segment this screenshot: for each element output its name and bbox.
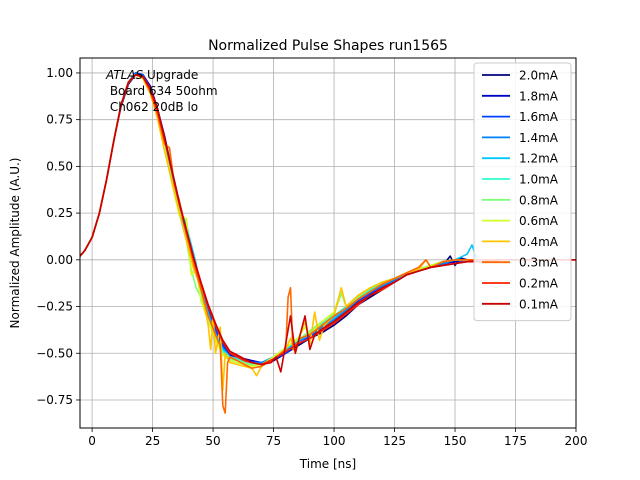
legend-label: 0.8mA	[519, 193, 559, 207]
legend-label: 1.2mA	[519, 152, 559, 166]
legend-label: 1.0mA	[519, 173, 559, 187]
y-tick-label: 0.00	[46, 253, 73, 267]
legend-label: 0.2mA	[519, 277, 559, 291]
y-tick-label: 0.25	[46, 206, 73, 220]
y-axis: −0.75 −0.50 −0.25 0.00 0.25 0.50 0.75 1.00	[36, 66, 80, 407]
x-tick-label: 0	[88, 434, 96, 448]
annotation-atlas: ATLAS	[105, 68, 144, 82]
x-tick-label: 50	[205, 434, 220, 448]
annotation-line-1: ATLAS Upgrade	[105, 68, 198, 82]
legend-label: 0.6mA	[519, 214, 559, 228]
series-line-0-1mA	[80, 74, 576, 373]
y-tick-label: 0.75	[46, 113, 73, 127]
x-tick-label: 100	[323, 434, 346, 448]
series-layer	[80, 72, 576, 414]
legend-label: 1.4mA	[519, 131, 559, 145]
x-axis-label: Time [ns]	[299, 457, 356, 471]
legend-label: 1.6mA	[519, 110, 559, 124]
y-tick-label: −0.50	[36, 346, 73, 360]
legend-box	[473, 62, 572, 322]
annotation-line-2: Board 634 50ohm	[106, 84, 218, 98]
plot-frame	[79, 57, 577, 429]
x-tick-label: 75	[266, 434, 281, 448]
chart-title: Normalized Pulse Shapes run1565	[208, 38, 448, 54]
annotation-line-3: Ch062 20dB lo	[106, 100, 198, 114]
x-tick-label: 150	[444, 434, 467, 448]
legend-label: 1.8mA	[519, 89, 559, 103]
series-line-0-4mA	[80, 74, 480, 392]
legend-label: 0.4mA	[519, 235, 559, 249]
y-tick-label: −0.25	[36, 300, 73, 314]
x-tick-label: 25	[145, 434, 160, 448]
x-tick-label: 125	[383, 434, 406, 448]
y-tick-label: −0.75	[36, 393, 73, 407]
annotation-upgrade: Upgrade	[143, 68, 198, 82]
x-tick-label: 200	[565, 434, 588, 448]
legend: 2.0mA 1.8mA 1.6mA 1.4mA 1.2mA 1.0mA 0.8mA 0.6mA…	[473, 62, 572, 322]
y-tick-label: 1.00	[46, 66, 73, 80]
legend-label: 2.0mA	[519, 69, 559, 83]
legend-label: 0.3mA	[519, 256, 559, 270]
annotation-block: ATLAS Upgrade Board 634 50ohm Ch062 20dB…	[105, 68, 218, 114]
x-tick-label: 175	[504, 434, 527, 448]
legend-label: 0.1mA	[519, 297, 559, 311]
x-axis: 0 25 50 75 100 125 150 175 200	[88, 428, 587, 448]
y-tick-label: 0.50	[46, 159, 73, 173]
y-axis-label: Normalized Amplitude (A.U.)	[8, 158, 22, 329]
